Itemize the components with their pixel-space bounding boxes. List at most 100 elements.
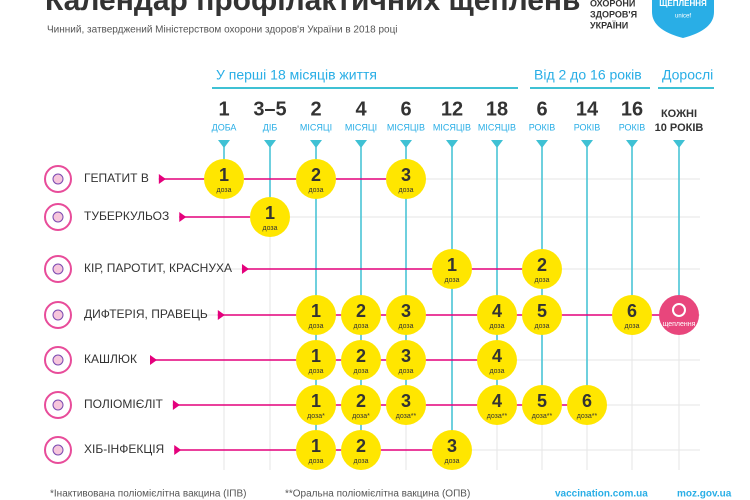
dose-number: 6 bbox=[627, 301, 637, 321]
vaccine-name: ДИФТЕРІЯ, ПРАВЕЦЬ bbox=[84, 307, 208, 321]
row-icon bbox=[44, 255, 72, 283]
row-arrow bbox=[150, 355, 157, 365]
age-number: 1 bbox=[218, 98, 229, 120]
dose-label: доза bbox=[624, 323, 639, 330]
row-icon bbox=[52, 309, 64, 321]
row-arrow bbox=[158, 174, 166, 184]
column-arrow bbox=[264, 140, 276, 148]
dose-number: 2 bbox=[356, 346, 366, 366]
column-arrow bbox=[673, 140, 685, 148]
dose-number: 3 bbox=[447, 436, 457, 456]
dose-circle bbox=[522, 249, 562, 289]
age-number: 3–5 bbox=[253, 98, 286, 120]
ministry-line: ЗДОРОВ'Я bbox=[590, 9, 637, 19]
dose-number: 1 bbox=[219, 165, 229, 185]
dose-number: 3 bbox=[401, 346, 411, 366]
row-icon bbox=[44, 301, 72, 329]
group-label: Від 2 до 16 років bbox=[534, 67, 642, 83]
row-arrow bbox=[241, 264, 249, 274]
row-icon bbox=[44, 346, 72, 374]
link[interactable]: moz.gov.ua bbox=[677, 489, 732, 500]
dose-label: доза bbox=[353, 458, 368, 465]
dose-number: 1 bbox=[311, 301, 321, 321]
age-unit: РОКІВ bbox=[574, 122, 601, 132]
row-icon bbox=[52, 354, 64, 366]
repeat-icon bbox=[672, 303, 686, 317]
link[interactable]: vaccination.com.ua bbox=[555, 489, 648, 500]
dose-circle bbox=[296, 430, 336, 470]
dose-circle bbox=[522, 385, 562, 425]
column-arrow bbox=[536, 140, 548, 148]
dose-label: доза bbox=[216, 187, 231, 194]
dose-circle bbox=[296, 295, 336, 335]
badge bbox=[652, 0, 714, 38]
dose-number: 1 bbox=[311, 436, 321, 456]
age-number: 16 bbox=[621, 98, 643, 120]
row-arrow bbox=[179, 212, 187, 222]
ministry-line: ОХОРОНИ bbox=[590, 0, 635, 8]
dose-label: доза bbox=[398, 323, 413, 330]
row-icon bbox=[52, 263, 64, 275]
dose-label: доза bbox=[444, 458, 459, 465]
column-arrow bbox=[491, 140, 503, 148]
dose-circle bbox=[386, 159, 426, 199]
age-unit: РОКІВ bbox=[619, 122, 646, 132]
dose-number: 5 bbox=[537, 391, 547, 411]
column-arrow bbox=[626, 140, 638, 148]
dose-number: 3 bbox=[401, 391, 411, 411]
dose-label: доза bbox=[308, 458, 323, 465]
age-number: 2 bbox=[310, 98, 321, 120]
dose-number: 1 bbox=[447, 255, 457, 275]
dose-label: доза** bbox=[532, 413, 553, 420]
dose-circle bbox=[522, 295, 562, 335]
dose-label: доза bbox=[444, 277, 459, 284]
dose-label: доза bbox=[353, 323, 368, 330]
dose-label: доза bbox=[534, 323, 549, 330]
title: Календар профілактичних щеплень bbox=[45, 0, 581, 17]
dose-label: доза bbox=[353, 368, 368, 375]
age-number: 14 bbox=[576, 98, 599, 120]
badge-text: unicef bbox=[675, 14, 691, 20]
dose-label: доза bbox=[489, 368, 504, 375]
dose-circle bbox=[432, 430, 472, 470]
footnote: *Інактивована поліомієлітна вакцина (ІПВ… bbox=[50, 489, 246, 500]
column-arrow bbox=[218, 140, 230, 148]
subtitle: Чинний, затверджений Міністерством охоро… bbox=[47, 25, 398, 36]
dose-number: 2 bbox=[311, 165, 321, 185]
dose-circle bbox=[386, 385, 426, 425]
group-label: Дорослі bbox=[662, 67, 713, 83]
dose-label: доза** bbox=[577, 413, 598, 420]
dose-circle bbox=[386, 340, 426, 380]
column-arrow bbox=[400, 140, 412, 148]
dose-label: доза bbox=[308, 323, 323, 330]
dose-number: 5 bbox=[537, 301, 547, 321]
dose-label: доза* bbox=[352, 413, 370, 420]
dose-number: 6 bbox=[582, 391, 592, 411]
table: У перші 18 місяців життя Від 2 до 16 рокі… bbox=[44, 67, 714, 470]
dose-number: 2 bbox=[356, 301, 366, 321]
dose-label: доза bbox=[489, 323, 504, 330]
dose-label: доза bbox=[308, 187, 323, 194]
dose-circle bbox=[477, 340, 517, 380]
row-icon bbox=[44, 391, 72, 419]
dose-number: 2 bbox=[356, 391, 366, 411]
age-unit: МІСЯЦІВ bbox=[433, 122, 471, 132]
row-icon bbox=[44, 203, 72, 231]
age-unit: РОКІВ bbox=[529, 122, 556, 132]
age-number: 6 bbox=[536, 98, 547, 120]
dose-number: 4 bbox=[492, 391, 502, 411]
dose-circle bbox=[296, 159, 336, 199]
dose-number: 1 bbox=[311, 346, 321, 366]
age-unit: 10 РОКІВ bbox=[655, 122, 704, 134]
row-arrow bbox=[174, 445, 182, 455]
column-arrow bbox=[310, 140, 322, 148]
dose-circle bbox=[341, 385, 381, 425]
age-number: 18 bbox=[486, 98, 508, 120]
row-icon bbox=[52, 444, 64, 456]
dose-circle bbox=[567, 385, 607, 425]
ministry-line: УКРАЇНИ bbox=[590, 20, 628, 30]
vaccine-name: КАШЛЮК bbox=[84, 352, 137, 366]
age-unit: ДОБА bbox=[212, 122, 237, 132]
